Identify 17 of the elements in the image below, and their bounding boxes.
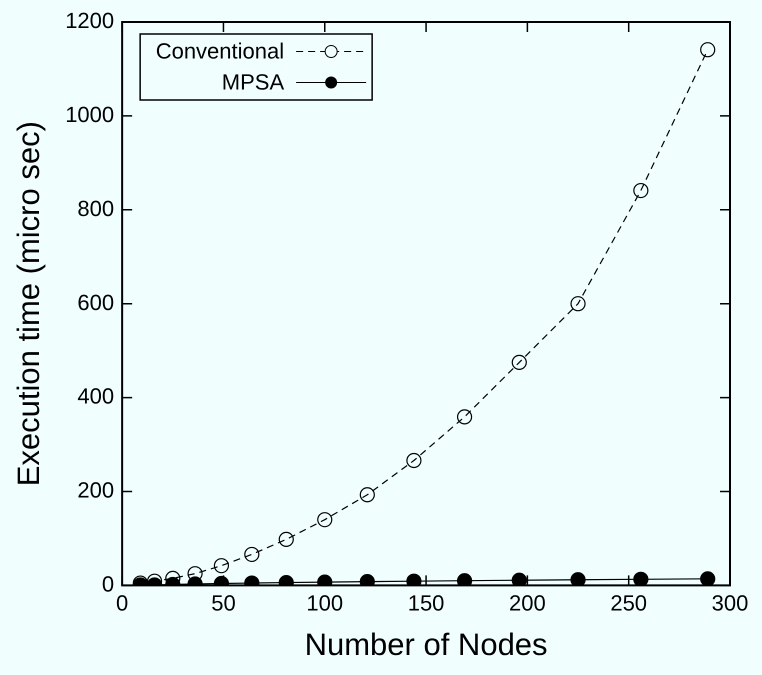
x-tick-label: 150 — [408, 590, 444, 616]
y-tick-label: 1000 — [65, 102, 114, 127]
x-tick-label: 300 — [712, 590, 748, 616]
legend-label: Conventional — [156, 38, 284, 64]
y-tick-label: 0 — [102, 571, 114, 596]
y-tick-label: 400 — [77, 384, 114, 409]
x-axis-title: Number of Nodes — [304, 626, 548, 662]
y-axis-title: Execution time (micro sec) — [11, 121, 46, 486]
y-tick-label: 600 — [77, 290, 114, 315]
x-tick-label: 200 — [509, 590, 546, 616]
y-tick-label: 1200 — [65, 8, 114, 34]
y-tick-label: 800 — [77, 196, 114, 221]
y-tick-label: 200 — [77, 478, 114, 503]
x-tick-label: 50 — [211, 590, 236, 616]
x-tick-label: 250 — [610, 590, 648, 616]
x-tick-label: 100 — [306, 590, 344, 616]
legend-label: MPSA — [222, 70, 284, 95]
